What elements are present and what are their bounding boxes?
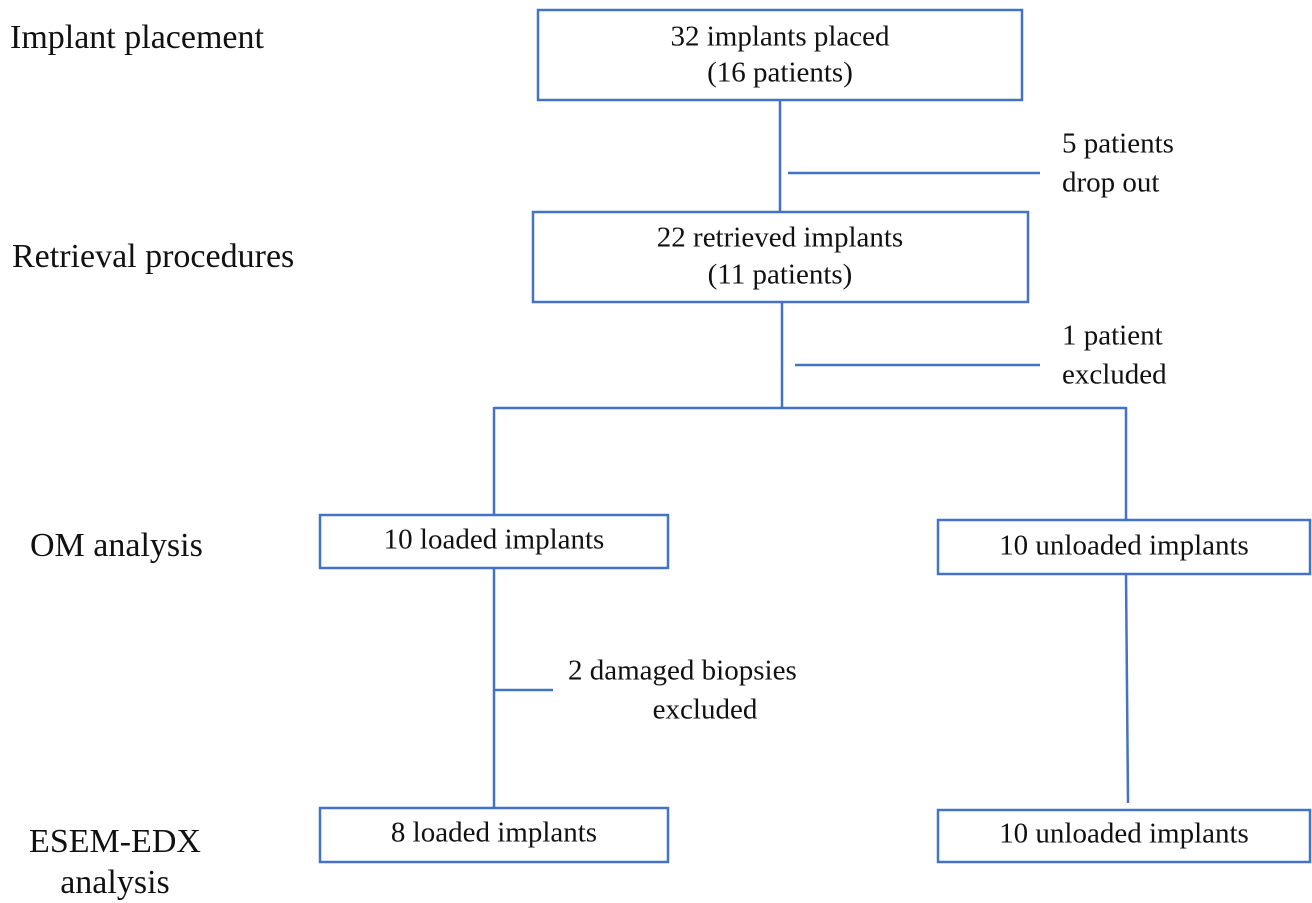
node-box [318,806,670,864]
stage-label: OM analysis [30,527,203,564]
exclusion-text: 2 damaged biopsies [568,655,797,687]
exclusion-text: 5 patients [1062,128,1174,160]
node-box [531,210,1030,304]
node-text: 10 unloaded implants [999,530,1249,562]
exclusion-text: 1 patient [1062,320,1163,352]
connectors [492,100,1130,808]
node-box [936,518,1312,576]
node-text: (11 patients) [708,259,853,291]
stage-label: Retrieval procedures [12,238,294,275]
node-text: 22 retrieved implants [657,222,903,254]
stage-label: analysis [60,864,170,901]
node-box [318,513,670,570]
exclusion-text: excluded [1062,359,1167,391]
connector [1124,573,1130,804]
node-box [936,808,1312,864]
stage-label: Implant placement [10,19,265,56]
node-text: 32 implants placed [670,21,890,53]
node-text: (16 patients) [707,57,853,89]
node-text: 10 unloaded implants [999,818,1249,850]
node-text: 8 loaded implants [391,817,597,849]
node-text: 10 loaded implants [384,524,605,556]
node-box [536,8,1024,102]
stage-label: ESEM-EDX [29,823,201,860]
exclusion-text: drop out [1062,167,1159,199]
exclusion-text: excluded [653,694,758,726]
